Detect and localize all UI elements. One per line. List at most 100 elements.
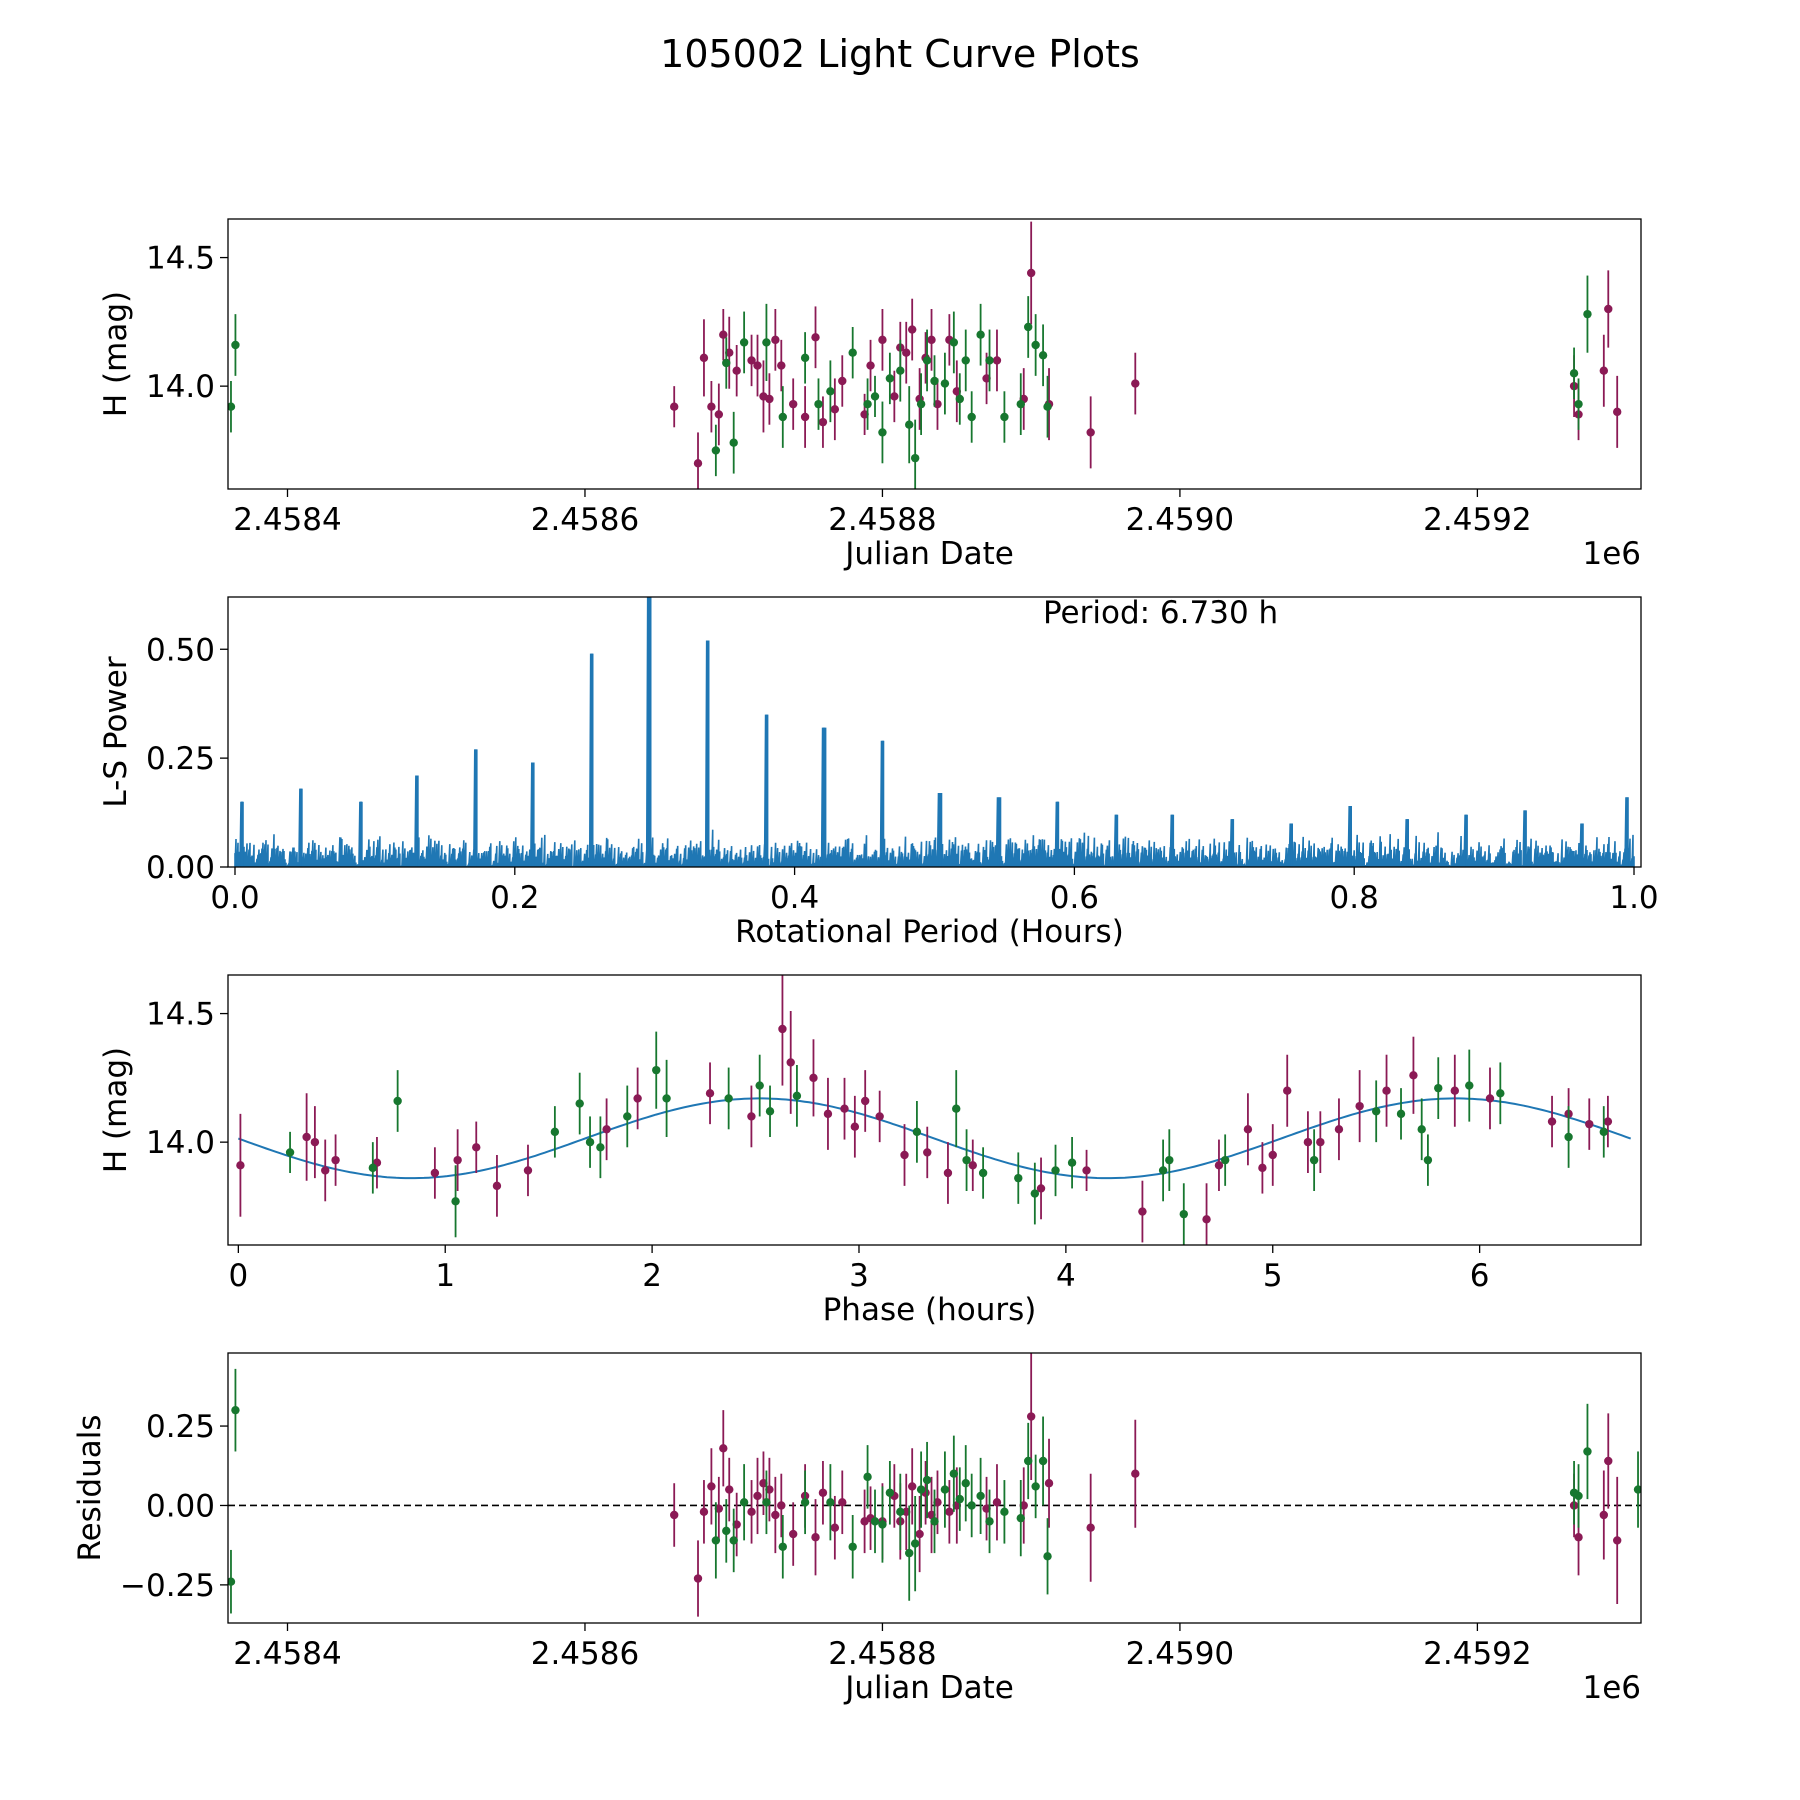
data-point <box>753 1491 762 1501</box>
data-point <box>1000 412 1009 422</box>
y-axis-label: Residuals <box>72 1414 108 1561</box>
x-tick-label: 1 <box>435 1258 455 1294</box>
data-point <box>747 1507 756 1517</box>
data-point <box>838 1498 847 1507</box>
data-point <box>885 374 895 383</box>
data-point <box>1038 351 1048 360</box>
data-point <box>910 453 920 463</box>
data-point <box>961 356 970 365</box>
data-point <box>755 1081 764 1090</box>
data-point <box>826 387 835 396</box>
data-point <box>1038 1456 1048 1466</box>
data-point <box>863 1472 872 1482</box>
data-point <box>1603 1117 1613 1126</box>
data-point <box>1465 1081 1474 1090</box>
y-tick-label: 0.00 <box>146 1488 215 1524</box>
data-point <box>1382 1086 1391 1095</box>
data-point <box>670 402 679 411</box>
periodogram-panel: Period: 6.730 h 0.0 0.2 0.4 0.6 0.8 1.0 0.00 0.2… <box>98 595 1659 950</box>
data-point <box>228 1577 236 1586</box>
data-point <box>1564 1132 1573 1142</box>
data-point <box>930 376 939 386</box>
data-point <box>699 353 709 363</box>
data-point <box>1026 1412 1036 1421</box>
data-point <box>596 1143 605 1152</box>
x-tick-label: 1.0 <box>1609 880 1658 916</box>
data-point <box>719 330 728 339</box>
data-point <box>1613 1536 1622 1545</box>
data-point <box>800 353 810 363</box>
data-point <box>792 1091 802 1101</box>
data-point <box>1082 1166 1091 1175</box>
data-point <box>952 1104 961 1113</box>
data-point <box>652 1065 661 1075</box>
data-point <box>1086 1523 1095 1532</box>
data-point <box>492 1181 502 1191</box>
data-point <box>945 1507 954 1517</box>
data-point <box>1014 1173 1023 1183</box>
data-point <box>916 1485 926 1494</box>
data-point <box>1417 1125 1426 1134</box>
data-point <box>885 1488 895 1497</box>
data-point <box>771 1510 780 1520</box>
y-axis-label: H (mag) <box>98 291 134 417</box>
data-point <box>1179 1209 1188 1219</box>
data-point <box>711 446 721 455</box>
data-point <box>1599 1510 1609 1520</box>
y-tick-label: −0.25 <box>120 1568 215 1604</box>
data-point <box>739 1498 749 1507</box>
data-point <box>863 399 872 409</box>
data-point <box>818 1488 828 1497</box>
data-point <box>1202 1215 1211 1224</box>
data-point <box>890 392 899 401</box>
data-point <box>875 1112 884 1121</box>
axes-frame <box>227 218 1642 490</box>
x-tick-label: 3 <box>849 1258 869 1294</box>
data-point <box>1569 1488 1579 1497</box>
data-point <box>800 412 810 422</box>
data-point <box>985 1517 994 1526</box>
x-tick-label: 2.4590 <box>1126 502 1234 538</box>
x-tick-label: 2.4584 <box>233 502 341 538</box>
data-point <box>472 1143 481 1152</box>
data-point <box>955 394 964 404</box>
data-point <box>949 338 959 347</box>
data-point <box>1583 1447 1592 1456</box>
data-point <box>1016 1513 1025 1523</box>
data-point <box>1569 369 1579 378</box>
data-point <box>878 335 887 345</box>
data-point <box>550 1127 560 1137</box>
data-point <box>393 1096 402 1106</box>
x-tick-label: 4 <box>1056 1258 1076 1294</box>
x-tick-label: 0.8 <box>1330 880 1379 916</box>
data-point <box>724 1094 733 1103</box>
data-point <box>826 1498 835 1507</box>
data-point <box>818 417 828 427</box>
x-tick-label: 0.4 <box>770 880 819 916</box>
data-point <box>940 379 950 388</box>
data-point <box>1371 1107 1381 1116</box>
data-point <box>992 1498 1002 1507</box>
x-offset-text: 1e6 <box>1582 536 1641 572</box>
data-point <box>228 402 236 411</box>
data-point <box>430 1168 440 1178</box>
fit-curve <box>237 1097 1632 1180</box>
x-tick-label: 2.4590 <box>1126 1636 1234 1672</box>
data-point <box>789 399 798 409</box>
data-point <box>976 1491 985 1501</box>
x-axis-label: Julian Date <box>843 536 1014 572</box>
data-point <box>1334 1125 1344 1134</box>
data-point <box>968 1161 977 1170</box>
data-point <box>830 1523 840 1532</box>
x-tick-label: 5 <box>1263 1258 1283 1294</box>
data-point <box>321 1166 330 1175</box>
data-point <box>633 1094 642 1103</box>
data-point <box>778 1542 787 1551</box>
data-point <box>811 1533 820 1542</box>
data-point <box>331 1155 340 1165</box>
data-point <box>1355 1101 1364 1111</box>
data-point <box>523 1166 533 1175</box>
plot-area <box>234 597 1635 867</box>
data-point <box>1138 1207 1147 1216</box>
data-point <box>943 1168 953 1178</box>
